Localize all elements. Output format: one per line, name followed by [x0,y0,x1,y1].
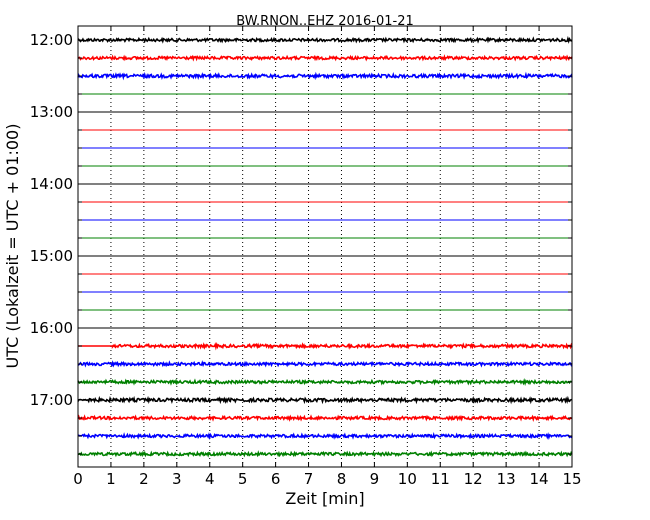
x-tick-label: 13 [497,470,516,488]
trace-line [77,431,573,441]
y-tick-label: 15:00 [30,247,73,265]
plot-frame [77,25,573,468]
x-tick-label: 3 [172,470,182,488]
x-axis-label: Zeit [min] [285,489,364,508]
trace-line [77,450,573,458]
x-tick-label: 7 [304,470,314,488]
x-tick-label: 0 [73,470,83,488]
trace-line [77,414,573,422]
x-tick-label: 15 [562,470,581,488]
x-tick-label: 8 [337,470,347,488]
x-tick-label: 1 [106,470,116,488]
trace-line [77,395,573,405]
y-tick-label: 17:00 [30,391,73,409]
y-tick-label: 12:00 [30,31,73,49]
x-tick-label: 14 [530,470,549,488]
grid-lines [110,26,540,467]
x-tick-label: 10 [398,470,417,488]
y-tick-label: 14:00 [30,175,73,193]
trace-line [77,35,573,44]
x-tick-label: 5 [238,470,248,488]
x-tick-label: 12 [464,470,483,488]
x-tick-label: 2 [139,470,149,488]
x-tick-label: 9 [370,470,380,488]
y-axis: 12:00 13:00 14:00 15:00 16:00 17:00 [30,31,572,455]
x-tick-label: 4 [205,470,215,488]
x-tick-label: 11 [431,470,450,488]
trace-line [78,341,573,351]
chart-title: BW.RNON..EHZ 2016-01-21 [236,14,414,29]
trace-line [77,54,573,62]
y-tick-label: 16:00 [30,319,73,337]
trace-line [77,360,573,368]
trace-group [77,35,573,458]
trace-line [77,378,573,386]
y-axis-label: UTC (Lokalzeit = UTC + 01:00) [3,124,22,369]
y-tick-label: 13:00 [30,103,73,121]
x-axis: 0 1 2 3 4 5 6 7 8 9 10 11 12 13 14 15 [73,26,582,488]
trace-line [77,71,573,81]
x-tick-label: 6 [271,470,281,488]
